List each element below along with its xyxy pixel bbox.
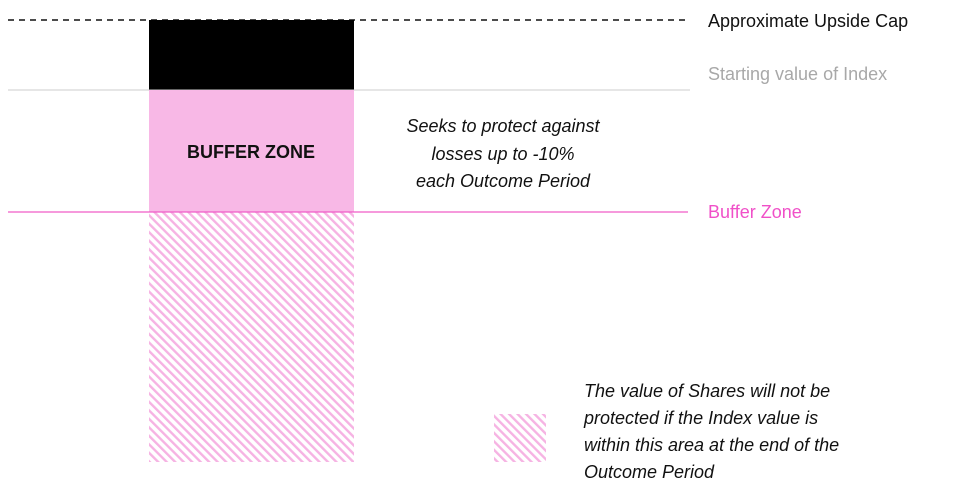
- zone-note-line: losses up to -10%: [431, 144, 574, 164]
- legend-line: protected if the Index value is: [583, 408, 818, 428]
- zone-note-line: Seeks to protect against: [406, 116, 600, 136]
- buffer-zone-label: Buffer Zone: [708, 202, 802, 222]
- legend-line: Outcome Period: [584, 462, 715, 482]
- buffer-zone-bar: [149, 90, 354, 212]
- legend-line: within this area at the end of the: [584, 435, 839, 455]
- zone-label: BUFFER ZONE: [187, 142, 315, 162]
- zone-note-line: each Outcome Period: [416, 171, 591, 191]
- unprotected-area: [149, 212, 354, 462]
- legend-swatch: [494, 414, 546, 462]
- legend-line: The value of Shares will not be: [584, 381, 830, 401]
- starting-value-label: Starting value of Index: [708, 64, 887, 84]
- upside-bar: [149, 20, 354, 90]
- upside-cap-label: Approximate Upside Cap: [708, 11, 908, 31]
